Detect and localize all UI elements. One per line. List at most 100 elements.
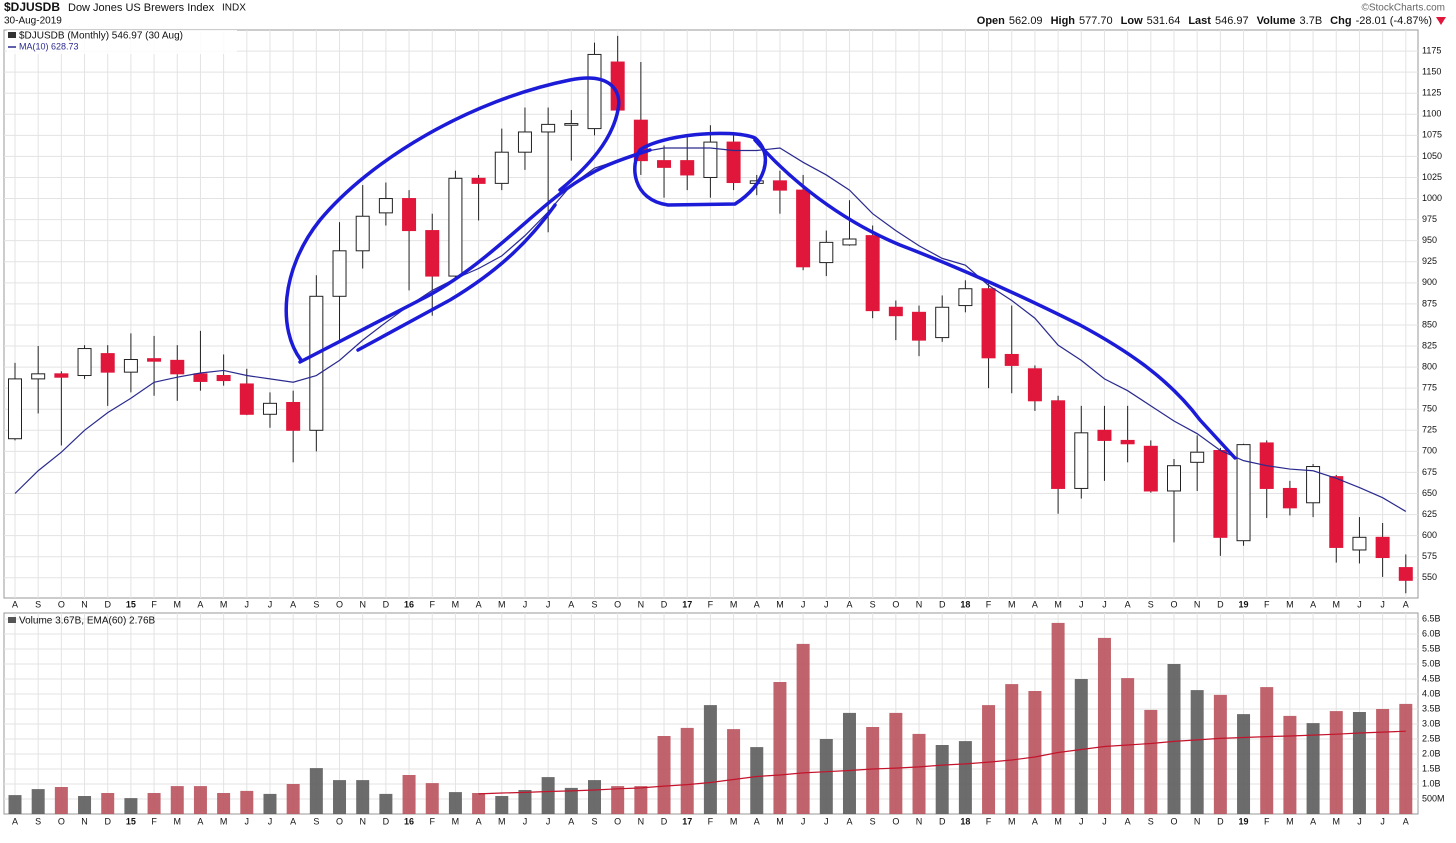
- x-tick-label: D: [661, 599, 668, 609]
- annotations: [284, 76, 1237, 460]
- candle-body: [332, 250, 347, 297]
- volume-bar: [1005, 684, 1019, 814]
- x-tick-label: D: [383, 599, 390, 609]
- candle-body: [216, 375, 231, 382]
- candle-body: [1375, 536, 1390, 559]
- volume-bar: [541, 777, 555, 814]
- candle-body: [842, 238, 857, 246]
- x-tick-label: F: [1264, 599, 1270, 609]
- x-tick-label: N: [916, 816, 923, 826]
- candle-body: [471, 177, 486, 184]
- x-tick-label: S: [313, 816, 319, 826]
- source: ©StockCharts.com: [1361, 3, 1445, 14]
- volume-bar: [634, 786, 648, 814]
- x-tick-label: J: [824, 816, 829, 826]
- candle-body: [193, 373, 208, 382]
- x-tick-label: J: [523, 599, 528, 609]
- y-tick-label: 6.0B: [1422, 628, 1441, 638]
- x-tick-label: J: [1357, 599, 1362, 609]
- x-tick-label: M: [776, 816, 784, 826]
- candle-body: [1027, 368, 1042, 402]
- annotation-circle: [633, 131, 767, 207]
- x-tick-label: O: [614, 816, 621, 826]
- x-tick-label: S: [591, 599, 597, 609]
- y-tick-label: 700: [1422, 446, 1437, 456]
- x-tick-label: N: [638, 816, 645, 826]
- y-tick-label: 850: [1422, 319, 1437, 329]
- candle-body: [1190, 451, 1205, 463]
- x-tick-label: M: [220, 816, 228, 826]
- volume-bar: [1144, 709, 1158, 814]
- x-tick-label: A: [568, 816, 574, 826]
- candle-body: [170, 359, 185, 375]
- volume-bar: [1051, 622, 1065, 814]
- x-tick-label: M: [1054, 599, 1062, 609]
- x-tick-label: A: [846, 599, 852, 609]
- x-tick-label: F: [708, 599, 714, 609]
- x-tick-label: N: [1194, 816, 1201, 826]
- candle-body: [1398, 567, 1413, 581]
- candle-body: [1004, 353, 1019, 366]
- annotation-line: [298, 148, 652, 364]
- volume-bar: [286, 784, 300, 814]
- quote-value: -28.01 (-4.87%): [1356, 15, 1432, 27]
- x-tick-label: A: [1032, 816, 1038, 826]
- x-tick-label: F: [429, 599, 435, 609]
- x-tick-label: 17: [682, 599, 692, 609]
- x-tick-label: A: [846, 816, 852, 826]
- x-tick-label: O: [58, 816, 65, 826]
- candle-body: [494, 151, 509, 184]
- x-tick-label: F: [429, 816, 435, 826]
- candle-body: [262, 402, 277, 415]
- candle-body: [1352, 536, 1367, 551]
- x-tick-label: M: [1286, 599, 1294, 609]
- x-tick-label: S: [591, 816, 597, 826]
- volume-bar: [402, 775, 416, 814]
- volume-bar: [1074, 679, 1088, 814]
- candle-body: [657, 160, 672, 168]
- candle-body: [1236, 444, 1251, 542]
- volume-bar: [31, 789, 45, 814]
- index-name: Dow Jones US Brewers Index: [68, 2, 215, 14]
- candle-body: [517, 131, 532, 153]
- y-tick-label: 1075: [1422, 130, 1442, 140]
- candle-body: [865, 235, 880, 312]
- x-tick-label: J: [1079, 816, 1084, 826]
- x-tick-label: A: [754, 816, 760, 826]
- volume-bar: [78, 796, 92, 814]
- quote-label: Last: [1188, 15, 1211, 27]
- y-tick-label: 800: [1422, 361, 1437, 371]
- x-tick-label: J: [268, 816, 273, 826]
- x-tick-label: F: [151, 599, 157, 609]
- quote-value: 562.09: [1009, 15, 1043, 27]
- candle-body: [819, 241, 834, 264]
- x-tick-label: O: [336, 599, 343, 609]
- x-tick-label: J: [546, 599, 551, 609]
- y-tick-label: 750: [1422, 404, 1437, 414]
- x-tick-label: M: [1333, 599, 1341, 609]
- x-tick-label: J: [1357, 816, 1362, 826]
- x-tick-label: M: [220, 599, 228, 609]
- x-tick-label: M: [1333, 816, 1341, 826]
- candle-body: [1329, 476, 1344, 548]
- volume-bar: [912, 733, 926, 814]
- candle-body: [1097, 429, 1112, 441]
- x-tick-label: S: [35, 816, 41, 826]
- y-tick-label: 6.5B: [1422, 613, 1441, 623]
- quote-value: 3.7B: [1300, 15, 1323, 27]
- x-tick-label: J: [1380, 599, 1385, 609]
- candle-body: [1167, 465, 1181, 492]
- volume-bar: [518, 790, 532, 814]
- x-tick-label: A: [1125, 599, 1131, 609]
- x-tick-label: O: [892, 816, 899, 826]
- volume-bar: [703, 705, 717, 814]
- volume-bar: [1237, 714, 1251, 814]
- x-tick-label: J: [801, 816, 806, 826]
- x-tick-label: F: [708, 816, 714, 826]
- ticker: $DJUSDB: [4, 0, 60, 14]
- price-panel: [3, 29, 1419, 599]
- candle-body: [1120, 439, 1135, 445]
- volume-bar: [147, 793, 161, 814]
- x-tick-label: M: [730, 599, 738, 609]
- x-tick-label: A: [12, 816, 18, 826]
